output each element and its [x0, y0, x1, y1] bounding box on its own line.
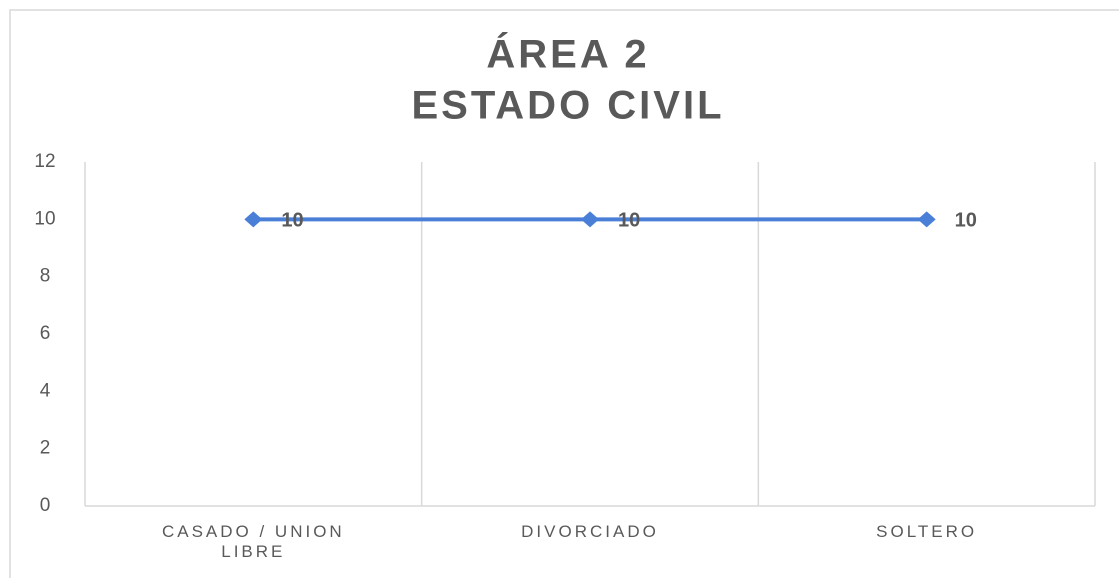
y-tick-label: 10 [34, 208, 55, 229]
marker [917, 211, 936, 228]
y-tick-label: 0 [40, 495, 51, 516]
data-label: 10 [281, 210, 303, 232]
marker [244, 211, 263, 228]
y-tick-label: 12 [34, 151, 55, 172]
chart-title: ÁREA 2 [486, 32, 649, 77]
x-tick-label: CASADO / UNION LIBRE [161, 522, 345, 561]
chart-title: ESTADO CIVIL [411, 84, 724, 128]
data-label: 10 [618, 210, 640, 232]
data-label: 10 [955, 210, 977, 232]
marker [581, 211, 599, 228]
x-tick-label: SOLTERO [876, 522, 978, 541]
y-tick-label: 8 [40, 266, 51, 287]
y-tick-label: 4 [40, 380, 51, 401]
chart-border [9, 9, 1119, 578]
x-tick-label: DIVORCIADO [521, 522, 659, 541]
y-tick-label: 6 [40, 323, 51, 344]
y-tick-label: 2 [40, 438, 51, 459]
